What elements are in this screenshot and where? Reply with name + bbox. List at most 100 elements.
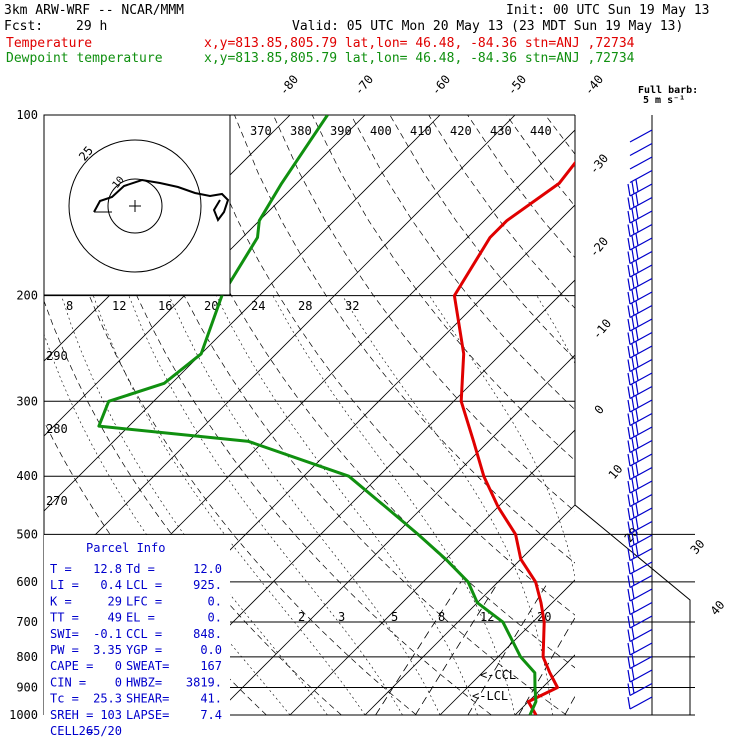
legend-dewpoint-location: x,y=813.85,805.79 lat,lon= 46.48, -84.36…	[204, 51, 635, 66]
wind-barb-staff	[629, 304, 653, 319]
parcel-row-label-2: LCL =	[126, 578, 162, 592]
wind-barb-flag	[627, 345, 631, 359]
dry-adiabat	[195, 115, 575, 616]
wind-barb-staff	[629, 682, 653, 697]
wind-speed-tick: 28	[298, 299, 312, 313]
pressure-tick-label: 200	[16, 289, 38, 303]
wind-barb-flag	[631, 289, 635, 302]
wind-barb-staff	[629, 250, 653, 265]
dry-adiabat	[272, 115, 575, 512]
wind-barb-flag	[627, 440, 631, 453]
wind-barb-flag	[631, 303, 635, 316]
wind-speed-tick: 8	[66, 299, 73, 313]
wind-barb-flag	[631, 613, 635, 626]
parcel-info-title: Parcel Info	[86, 541, 165, 555]
parcel-row-value-2: 12.0	[193, 562, 222, 576]
wind-barb-flag	[635, 247, 639, 260]
wind-barb-staff	[629, 561, 653, 575]
parcel-info-box: Parcel Info T = 12.8 Td = 12.0 LI = 0.4 LCL = 9…	[44, 535, 230, 738]
profiles	[97, 115, 575, 715]
wind-barb-flag	[631, 357, 635, 370]
wind-barb-staff	[629, 142, 653, 157]
wind-barb-flag	[627, 615, 631, 629]
wind-barb-flag	[627, 372, 631, 386]
parcel-row-label-2: SHEAR=	[126, 692, 169, 706]
wind-barb-flag	[627, 183, 631, 197]
isotherm-label: 10	[606, 462, 626, 482]
pressure-tick-label: 300	[16, 394, 38, 408]
parcel-row-label: TT =	[50, 611, 79, 625]
dry-adiabat	[44, 299, 342, 715]
wind-barb-staff	[629, 385, 653, 400]
wind-barb-flag	[627, 386, 631, 399]
mixing-ratio-label: 3	[338, 610, 345, 624]
isotherm-line	[289, 429, 575, 715]
wind-barb-staff	[629, 507, 653, 521]
wind-barb-flag	[627, 426, 631, 440]
parcel-row-label-2: SWEAT=	[126, 659, 169, 673]
wind-barb-flag	[635, 206, 639, 219]
wind-barb-staff	[629, 183, 653, 197]
wind-barb-flag	[627, 399, 631, 413]
wind-barb-flag	[631, 222, 635, 235]
theta-label: 420	[450, 124, 472, 138]
wind-barb-flag	[631, 262, 635, 275]
theta-label: 440	[530, 124, 552, 138]
wind-barb-flag	[631, 411, 635, 424]
parcel-row-label-2: LAPSE=	[126, 708, 169, 722]
wind-barb-staff	[629, 615, 653, 629]
parcel-row-label-2: Td =	[126, 562, 155, 576]
parcel-row-label: CELL =	[50, 724, 93, 738]
isotherm-label: -80	[277, 72, 302, 98]
wind-barb-flag	[627, 467, 631, 480]
wind-barb-flag	[627, 224, 631, 237]
parcel-row-value: 12.8	[93, 562, 122, 576]
wind-barb-flag	[631, 600, 635, 613]
wind-barb-flag	[631, 640, 635, 653]
dry-adiabat	[662, 115, 740, 715]
pressure-tick-label: 600	[16, 575, 38, 589]
wind-barb-flag	[627, 521, 631, 534]
wind-barb-flag	[631, 492, 635, 505]
wind-barb-flag	[627, 480, 631, 494]
mixing-ratio-line	[375, 581, 462, 715]
wind-barb-flag	[631, 424, 635, 437]
wind-barb-flag	[631, 438, 635, 451]
isotherm-label: -70	[352, 72, 377, 98]
plot-right-edge	[574, 504, 691, 715]
pressure-tick-label: 100	[16, 108, 38, 122]
theta-label: 400	[370, 124, 392, 138]
pressure-tick-label: 500	[16, 527, 38, 541]
dry-adiabat	[389, 115, 575, 360]
model-title: 3km ARW-WRF -- NCAR/MMM	[4, 3, 184, 18]
wind-barbs	[627, 129, 653, 710]
pressure-tick-label: 800	[16, 650, 38, 664]
isotherm-label: 30	[688, 537, 708, 557]
theta-left-label: 270	[46, 494, 68, 508]
wind-barb-staff	[629, 466, 653, 481]
hodograph: 25 10	[43, 114, 231, 296]
parcel-row-value-2: 41.	[200, 692, 222, 706]
moist-adiabat	[654, 296, 684, 715]
hodograph-ring-inner	[107, 178, 163, 234]
parcel-row-value: 265/20	[79, 724, 122, 738]
wind-barb-flag	[627, 561, 631, 575]
wind-barb-flag	[635, 220, 639, 233]
wind-barb-flag	[635, 436, 639, 449]
wind-barb-flag	[635, 490, 639, 503]
wind-barb-flag	[627, 642, 631, 656]
full-barb-value: 5 m s⁻¹	[643, 95, 685, 106]
wind-barb-staff	[629, 129, 653, 143]
wind-barb-flag	[627, 251, 631, 264]
wind-barb-flag	[635, 463, 639, 476]
wind-barb-flag	[627, 548, 631, 561]
wind-barb-flag	[631, 478, 635, 491]
theta-label: 380	[290, 124, 312, 138]
isotherm-line	[665, 115, 740, 715]
wind-barb-flag	[627, 683, 631, 696]
parcel-row-label: Tc =	[50, 692, 79, 706]
mixing-ratio-line	[564, 695, 575, 715]
isotherm-line	[44, 115, 366, 437]
moist-adiabat	[536, 295, 575, 365]
fcst-label: Fcst:	[4, 19, 43, 34]
